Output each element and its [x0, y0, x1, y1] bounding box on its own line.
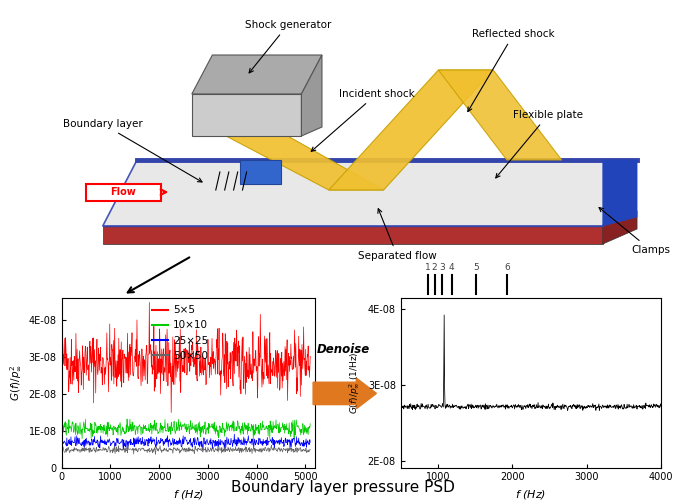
Polygon shape	[103, 160, 637, 226]
Text: Boundary layer pressure PSD: Boundary layer pressure PSD	[231, 480, 454, 495]
Polygon shape	[192, 94, 301, 136]
Text: 3: 3	[440, 262, 445, 272]
Polygon shape	[603, 211, 637, 244]
Text: Flexible plate: Flexible plate	[496, 110, 583, 178]
Text: Incident shock: Incident shock	[311, 89, 414, 152]
Text: 4: 4	[449, 262, 454, 272]
Text: Separated flow: Separated flow	[358, 208, 436, 261]
Y-axis label: $G(f)/p^2_\infty$: $G(f)/p^2_\infty$	[8, 364, 23, 401]
FancyArrow shape	[313, 378, 377, 409]
Polygon shape	[240, 160, 281, 184]
Polygon shape	[301, 55, 322, 136]
Polygon shape	[226, 136, 384, 190]
Text: 2: 2	[432, 262, 438, 272]
X-axis label: $f$ (Hz): $f$ (Hz)	[515, 488, 547, 500]
Text: Boundary layer: Boundary layer	[63, 119, 202, 182]
Polygon shape	[329, 70, 493, 190]
Text: 5: 5	[473, 262, 479, 272]
Text: Denoise: Denoise	[316, 342, 370, 355]
Polygon shape	[438, 70, 562, 160]
Y-axis label: $G(f)/p^2_\infty$ (1/Hz): $G(f)/p^2_\infty$ (1/Hz)	[348, 351, 362, 414]
Text: 1: 1	[425, 262, 431, 272]
Text: Flow: Flow	[110, 187, 136, 197]
FancyBboxPatch shape	[86, 184, 161, 200]
Polygon shape	[103, 226, 603, 244]
X-axis label: $f$ (Hz): $f$ (Hz)	[173, 488, 204, 500]
Text: Reflected shock: Reflected shock	[468, 29, 555, 112]
Legend: 5×5, 10×10, 25×25, 50×50: 5×5, 10×10, 25×25, 50×50	[148, 301, 212, 365]
Text: Clamps: Clamps	[599, 208, 670, 255]
Text: 6: 6	[504, 262, 510, 272]
Polygon shape	[603, 160, 637, 226]
Text: Shock generator: Shock generator	[245, 20, 331, 73]
Polygon shape	[192, 55, 322, 94]
